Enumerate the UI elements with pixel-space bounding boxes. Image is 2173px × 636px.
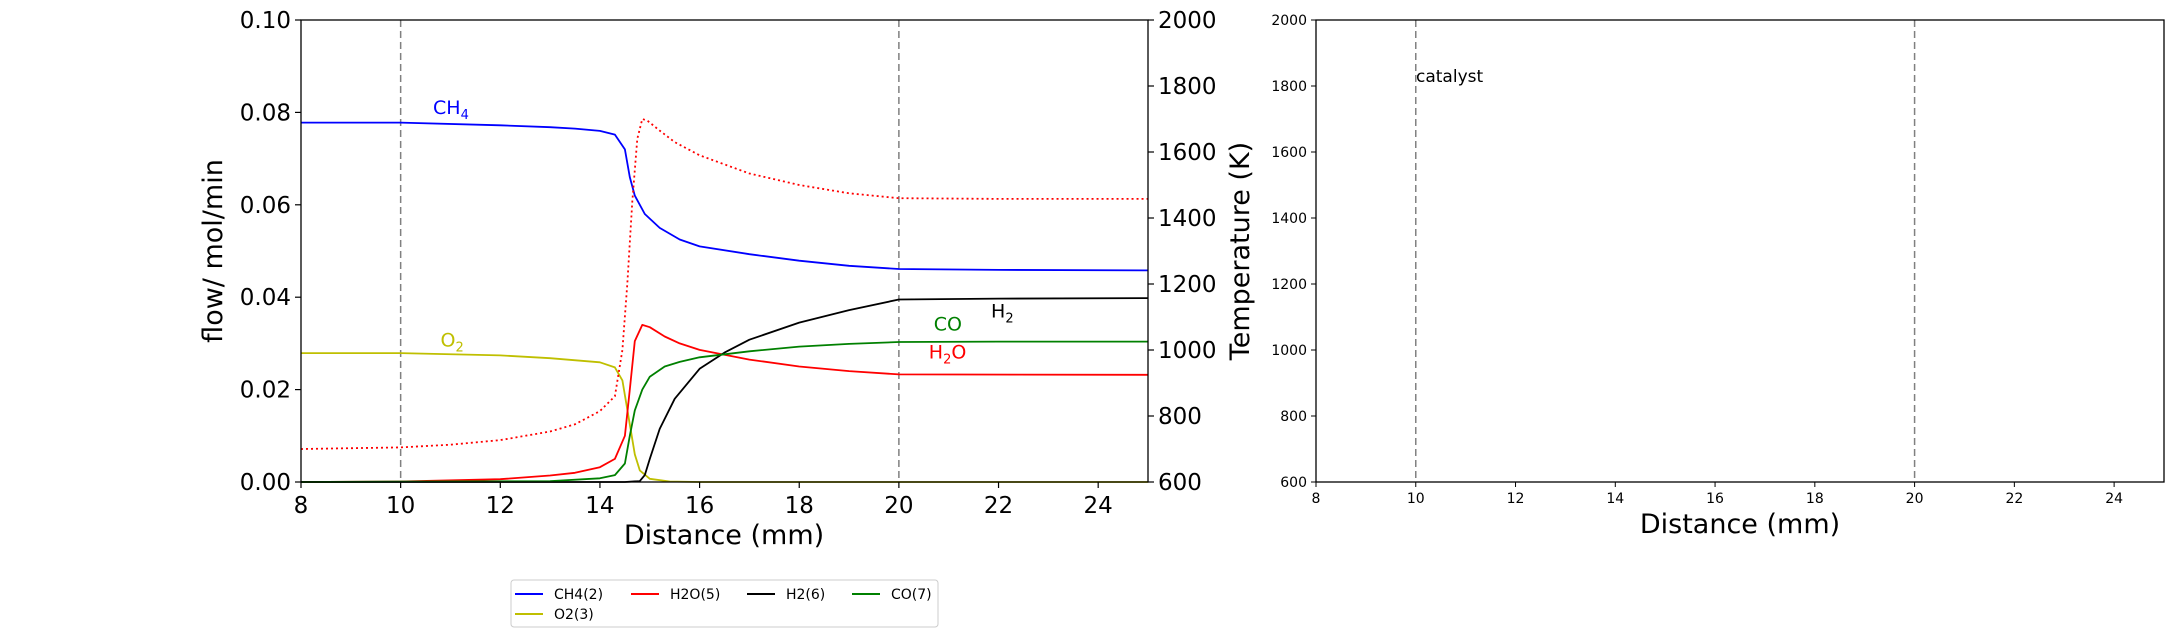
y2-tick-label: 600	[1158, 470, 1202, 496]
x-tick-label: 16	[685, 493, 714, 519]
series-annotation: CH4	[433, 97, 469, 123]
x-tick-label: 14	[1606, 491, 1624, 507]
y-tick-label: 0.10	[240, 8, 291, 34]
y-tick-label: 1000	[1271, 343, 1307, 359]
y2-tick-label: 1200	[1158, 272, 1217, 298]
right-axes-frame	[1315, 19, 2165, 483]
right-y-ticks: 600 800 1000 1200 1400 1600 1800 2000	[1271, 13, 1316, 491]
x-tick-label: 10	[386, 493, 415, 519]
left-y2-axis-label: Temperature (K)	[1225, 142, 1256, 361]
y2-tick-label: 1000	[1158, 338, 1217, 364]
legend-item: CH4(2)	[515, 587, 603, 603]
x-tick-label: 8	[1312, 491, 1321, 507]
legend-item: O2(3)	[515, 607, 594, 623]
left-axes-frame	[300, 19, 1149, 483]
left-annotations: CH4 O2 H2 CO H2O	[433, 97, 1014, 368]
legend-item: H2(6)	[747, 587, 825, 603]
left-y-ticks: 0.00 0.02 0.04 0.06 0.08 0.10	[240, 8, 301, 496]
y-tick-label: 2000	[1271, 13, 1307, 29]
legend-box	[510, 579, 939, 628]
x-tick-label: 14	[585, 493, 614, 519]
x-tick-label: 18	[785, 493, 814, 519]
legend: CH4(2) H2O(5) H2(6) CO(7) O2(3)	[510, 579, 939, 628]
y2-tick-label: 800	[1158, 404, 1202, 430]
x-tick-label: 22	[2005, 491, 2023, 507]
x-tick-label: 8	[294, 493, 309, 519]
x-tick-label: 18	[1806, 491, 1824, 507]
y-tick-label: 1400	[1271, 211, 1307, 227]
legend-label: H2O(5)	[670, 587, 720, 603]
chart-right: 8 10 12 14 16 18 20 22 24 600 800 1000 1200 1400 1600…	[1271, 13, 2165, 540]
legend-item: H2O(5)	[631, 587, 720, 603]
series-annotation: H2O	[929, 342, 967, 368]
x-tick-label: 12	[486, 493, 515, 519]
series-annotation: O2	[441, 330, 464, 356]
left-x-ticks: 8 10 12 14 16 18 20 22 24	[294, 482, 1113, 519]
right-x-axis-label: Distance (mm)	[1640, 509, 1840, 540]
legend-label: CH4(2)	[554, 587, 603, 603]
x-tick-label: 12	[1507, 491, 1525, 507]
series-line-co-7-	[300, 340, 1148, 483]
y-tick-label: 800	[1280, 409, 1307, 425]
left-plot-area	[300, 20, 1149, 483]
y2-tick-label: 1400	[1158, 206, 1217, 232]
y2-tick-label: 2000	[1158, 8, 1217, 34]
y-tick-label: 1600	[1271, 145, 1307, 161]
y-tick-label: 0.02	[240, 378, 291, 404]
y-tick-label: 0.06	[240, 193, 291, 219]
y-tick-label: 0.00	[240, 470, 291, 496]
right-plot-area	[1415, 20, 1916, 482]
legend-label: CO(7)	[891, 587, 932, 603]
legend-label: H2(6)	[786, 587, 825, 603]
series-annotation: CO	[934, 313, 962, 335]
series-line-h2o-5-	[300, 324, 1149, 483]
x-tick-label: 22	[984, 493, 1013, 519]
catalyst-annotation: catalyst	[1416, 67, 1483, 87]
chart-left: 8 10 12 14 16 18 20 22 24 0.000.020.040.060.080.…	[198, 8, 1256, 551]
y2-tick-label: 1800	[1158, 74, 1217, 100]
series-annotation: H2	[991, 301, 1014, 327]
legend-item: CO(7)	[852, 587, 932, 603]
left-y2-ticks: 600 800 1000 1200 1400 1600 1800 2000	[1148, 8, 1217, 496]
series-line-ch4-2-	[301, 121, 1149, 272]
x-tick-label: 20	[884, 493, 913, 519]
series-line-h2-6-	[301, 297, 1149, 483]
x-tick-label: 16	[1706, 491, 1724, 507]
y-tick-label: 0.08	[240, 100, 291, 126]
x-tick-label: 10	[1407, 491, 1425, 507]
x-tick-label: 24	[2105, 491, 2123, 507]
left-y-axis-label: flow/ mol/min	[198, 159, 229, 343]
y-tick-label: 600	[1280, 475, 1307, 491]
left-x-axis-label: Distance (mm)	[624, 520, 824, 551]
series-line-temperature	[300, 118, 1148, 450]
series-line-o2-3-	[301, 352, 1148, 483]
y-tick-label: 1200	[1271, 277, 1307, 293]
right-x-ticks: 8 10 12 14 16 18 20 22 24	[1312, 482, 2123, 507]
y-tick-label: 0.04	[240, 285, 291, 311]
y2-tick-label: 1600	[1158, 140, 1217, 166]
x-tick-label: 24	[1084, 493, 1113, 519]
x-tick-label: 20	[1906, 491, 1924, 507]
y-tick-label: 1800	[1271, 79, 1307, 95]
legend-label: O2(3)	[554, 607, 594, 623]
